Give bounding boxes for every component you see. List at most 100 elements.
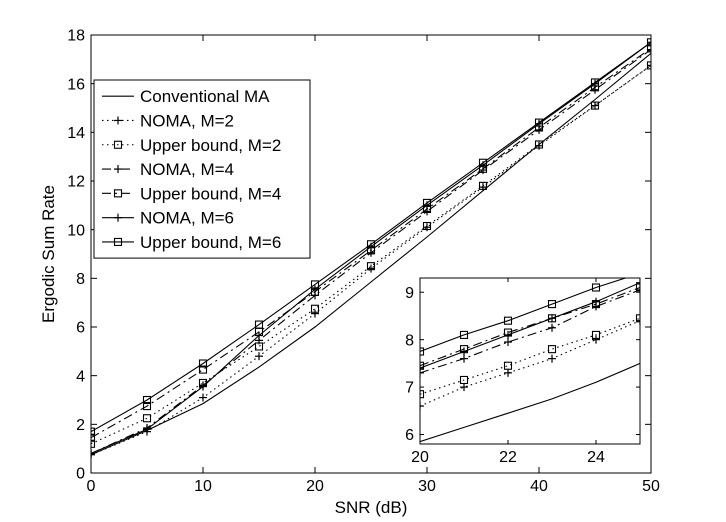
- y-axis-label: Ergodic Sum Rate: [39, 185, 58, 323]
- main-series-2-point: [647, 61, 651, 70]
- main-series-2-point: [367, 264, 375, 273]
- main-series-line-1: [91, 52, 651, 456]
- inset-series-6-point: [548, 314, 556, 323]
- legend-label: Upper bound, M=6: [140, 233, 281, 252]
- main-y-tick-label: 14: [67, 125, 85, 142]
- inset-series-3-point: [459, 375, 469, 385]
- legend-label: Conventional MA: [140, 87, 270, 106]
- inset-series-7-point: [591, 283, 601, 292]
- main-x-tick-label: 10: [194, 478, 212, 495]
- inset-series-6-point: [592, 297, 600, 306]
- main-series-6-point: [647, 38, 651, 47]
- main-series-6-point: [311, 285, 319, 294]
- legend-marker: [114, 213, 122, 222]
- inset-series-2-point: [460, 383, 468, 392]
- main-y-tick-label: 16: [67, 76, 85, 93]
- main-series-6-point: [143, 425, 151, 434]
- main-series-3-point: [310, 304, 320, 313]
- inset-series-6-point: [460, 347, 468, 356]
- inset-series-4-point: [636, 285, 640, 294]
- inset-series-6-point: [504, 330, 512, 339]
- inset-series-7-point: [503, 316, 513, 325]
- main-series-3-point: [91, 439, 96, 448]
- legend-label: NOMA, M=4: [140, 160, 234, 179]
- inset-series-5-point: [420, 361, 425, 370]
- legend-entry: NOMA, M=2: [102, 111, 234, 130]
- main-series-7-point: [91, 427, 96, 436]
- main-series-3-point: [366, 262, 376, 271]
- inset-series-2-point: [636, 316, 640, 325]
- main-series-group: [91, 38, 651, 459]
- legend: Conventional MA NOMA, M=2 Upper bound, M=2…: [93, 79, 311, 259]
- inset-series-2-point: [548, 354, 556, 363]
- main-series-2-point: [255, 352, 263, 361]
- legend-marker: [113, 237, 123, 246]
- main-axes-frame: [90, 34, 652, 474]
- main-y-tick-label: 10: [67, 222, 85, 239]
- main-y-tick-label: 6: [76, 320, 85, 337]
- main-series-7-point: [646, 38, 651, 47]
- inset-series-4-point: [460, 354, 468, 363]
- main-x-tick-label: 50: [642, 478, 660, 495]
- main-series-line-3: [91, 64, 651, 445]
- main-series-2-point: [199, 393, 207, 402]
- inset-series-7-point: [420, 347, 425, 356]
- main-series-5-point: [142, 402, 152, 411]
- main-series-7-point: [142, 395, 152, 405]
- inset-series-line-1: [420, 362, 640, 443]
- inset-x-tick-label: 22: [499, 449, 517, 466]
- main-series-3-point: [534, 140, 544, 149]
- main-series-3-point: [422, 221, 432, 231]
- main-series-6-point: [255, 331, 263, 340]
- inset-series-line-7: [420, 278, 628, 353]
- main-series-5-point: [198, 365, 208, 374]
- main-y-tick-label: 4: [76, 368, 85, 385]
- inset-series-4-point: [420, 368, 424, 377]
- inset-series-3-point: [635, 314, 640, 323]
- inset-plot-background: [420, 278, 640, 444]
- inset-series-group: [420, 278, 640, 443]
- legend-marker: [113, 140, 123, 149]
- main-series-line-7: [91, 41, 651, 433]
- main-y-tick-label: 8: [76, 271, 85, 288]
- main-x-tick-label: 30: [418, 478, 436, 495]
- inset-series-3-point: [420, 390, 425, 399]
- inset-series-7-point: [459, 330, 469, 339]
- main-x-tick-label: 40: [530, 478, 548, 495]
- inset-series-line-6: [420, 282, 640, 369]
- main-series-6-point: [91, 449, 95, 458]
- main-series-3-point: [142, 414, 152, 423]
- inset-axes-frame: [419, 277, 641, 445]
- inset-series-7-point: [547, 300, 557, 309]
- main-series-2-point: [591, 101, 599, 110]
- main-series-2-point: [311, 309, 319, 318]
- main-series-5-point: [91, 433, 96, 442]
- main-series-7-point: [534, 118, 544, 127]
- inset-series-2-point: [504, 368, 512, 377]
- legend-label: Upper bound, M=2: [140, 136, 281, 155]
- inset-y-tick-label: 9: [405, 285, 414, 302]
- inset-series-4-point: [548, 323, 556, 332]
- inset-series-5-point: [635, 283, 640, 292]
- inset-series-line-5: [420, 286, 640, 367]
- main-series-7-point: [310, 280, 320, 289]
- inset-y-tick-label: 7: [405, 380, 414, 397]
- main-y-tick-label: 2: [76, 417, 85, 434]
- main-series-6-point: [199, 382, 207, 391]
- legend-marker: [113, 189, 123, 198]
- main-series-5-point: [646, 44, 651, 53]
- legend-entry: NOMA, M=6: [102, 209, 234, 228]
- inset-series-4-point: [504, 338, 512, 347]
- inset-series-line-4: [420, 289, 640, 374]
- main-series-3-point: [478, 181, 488, 190]
- legend-entry: Conventional MA: [102, 87, 270, 106]
- main-series-7-point: [366, 240, 376, 249]
- inset-series-2-point: [592, 335, 600, 344]
- inset-series-line-3: [420, 317, 640, 395]
- inset-series-line-2: [420, 320, 640, 407]
- legend-box: [93, 79, 311, 259]
- main-x-tick-label: 20: [306, 478, 324, 495]
- legend-marker: [114, 165, 122, 174]
- legend-entry: NOMA, M=4: [102, 160, 234, 179]
